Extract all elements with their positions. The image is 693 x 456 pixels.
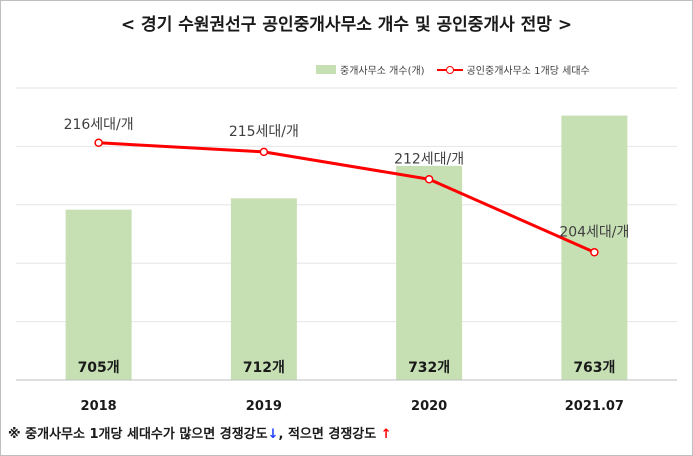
bar <box>561 115 628 381</box>
line-data-label: 216세대/개 <box>64 117 134 133</box>
legend-bar-label: 중개사무소 개수(개) <box>340 66 425 77</box>
line-point <box>259 147 269 157</box>
arrow-down-icon: ↓ <box>267 427 279 442</box>
legend: 중개사무소 개수(개) 공인중개사무소 1개당 세대수 <box>316 62 590 77</box>
line-data-label: 215세대/개 <box>229 124 299 140</box>
x-tick-label: 2019 <box>246 399 282 414</box>
x-tick-label: 2021.07 <box>565 399 624 414</box>
legend-bar-swatch <box>316 65 336 74</box>
footnote-text-1: ※ 중개사무소 1개당 세대수가 많으면 경쟁강도 <box>8 427 268 442</box>
chart-title: < 경기 수원권선구 공인중개사무소 개수 및 공인중개사 전망 > <box>120 15 573 35</box>
bar <box>396 165 463 380</box>
bar-data-label: 763개 <box>573 360 615 376</box>
line-point <box>590 248 599 257</box>
line-point <box>424 175 434 184</box>
bar-data-label: 705개 <box>78 360 120 376</box>
series-line <box>98 141 595 254</box>
x-tick-label: 2018 <box>81 399 117 414</box>
legend-line-swatch <box>436 65 463 74</box>
bar-data-label: 732개 <box>408 360 450 376</box>
footnote: ※ 중개사무소 1개당 세대수가 많으면 경쟁강도↓, 적으면 경쟁강도 ↑ <box>8 423 392 442</box>
legend-line-label: 공인중개사무소 1개당 세대수 <box>466 66 590 77</box>
arrow-up-icon: ↑ <box>380 427 392 442</box>
bar <box>65 209 132 380</box>
line-point <box>94 138 103 147</box>
line-data-label: 204세대/개 <box>559 224 629 240</box>
bar-data-label: 712개 <box>243 360 285 376</box>
line-data-label: 212세대/개 <box>394 151 464 167</box>
bar <box>230 198 297 380</box>
footnote-text-2: , 적으면 경쟁강도 <box>278 427 381 442</box>
x-tick-label: 2020 <box>411 399 447 414</box>
